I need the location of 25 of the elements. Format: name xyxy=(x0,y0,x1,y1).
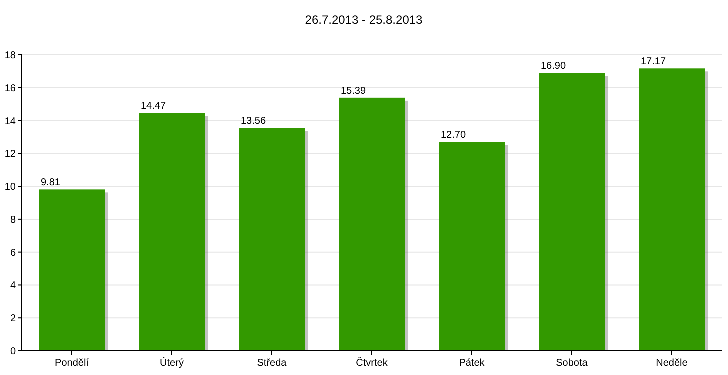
data-label: 17.17 xyxy=(641,56,666,68)
data-label: 12.70 xyxy=(441,130,466,142)
data-label: 15.39 xyxy=(341,86,366,97)
x-tick-label: Pondělí xyxy=(55,358,90,369)
y-tick-label: 12 xyxy=(4,149,16,160)
x-tick-label: Úterý xyxy=(160,357,184,369)
y-tick-label: 2 xyxy=(10,314,16,325)
x-tick-label: Neděle xyxy=(656,358,688,369)
data-label: 13.56 xyxy=(241,116,266,128)
y-tick-label: 18 xyxy=(4,50,16,62)
x-tick-label: Sobota xyxy=(556,358,588,369)
x-tick-label: Středa xyxy=(257,358,288,369)
data-label: 14.47 xyxy=(141,101,166,112)
x-tick-label: Pátek xyxy=(459,358,486,369)
y-tick-label: 4 xyxy=(10,280,16,292)
y-tick-label: 0 xyxy=(10,346,16,358)
y-tick-label: 14 xyxy=(4,116,16,128)
data-label: 9.81 xyxy=(41,178,61,189)
y-tick-label: 6 xyxy=(10,248,16,259)
chart-title: 26.7.2013 - 25.8.2013 xyxy=(305,13,424,27)
y-tick-label: 16 xyxy=(4,83,16,94)
y-tick-label: 8 xyxy=(10,214,16,226)
x-tick-label: Čtvrtek xyxy=(356,357,389,369)
data-label: 16.90 xyxy=(541,61,566,72)
y-tick-label: 10 xyxy=(4,182,16,194)
